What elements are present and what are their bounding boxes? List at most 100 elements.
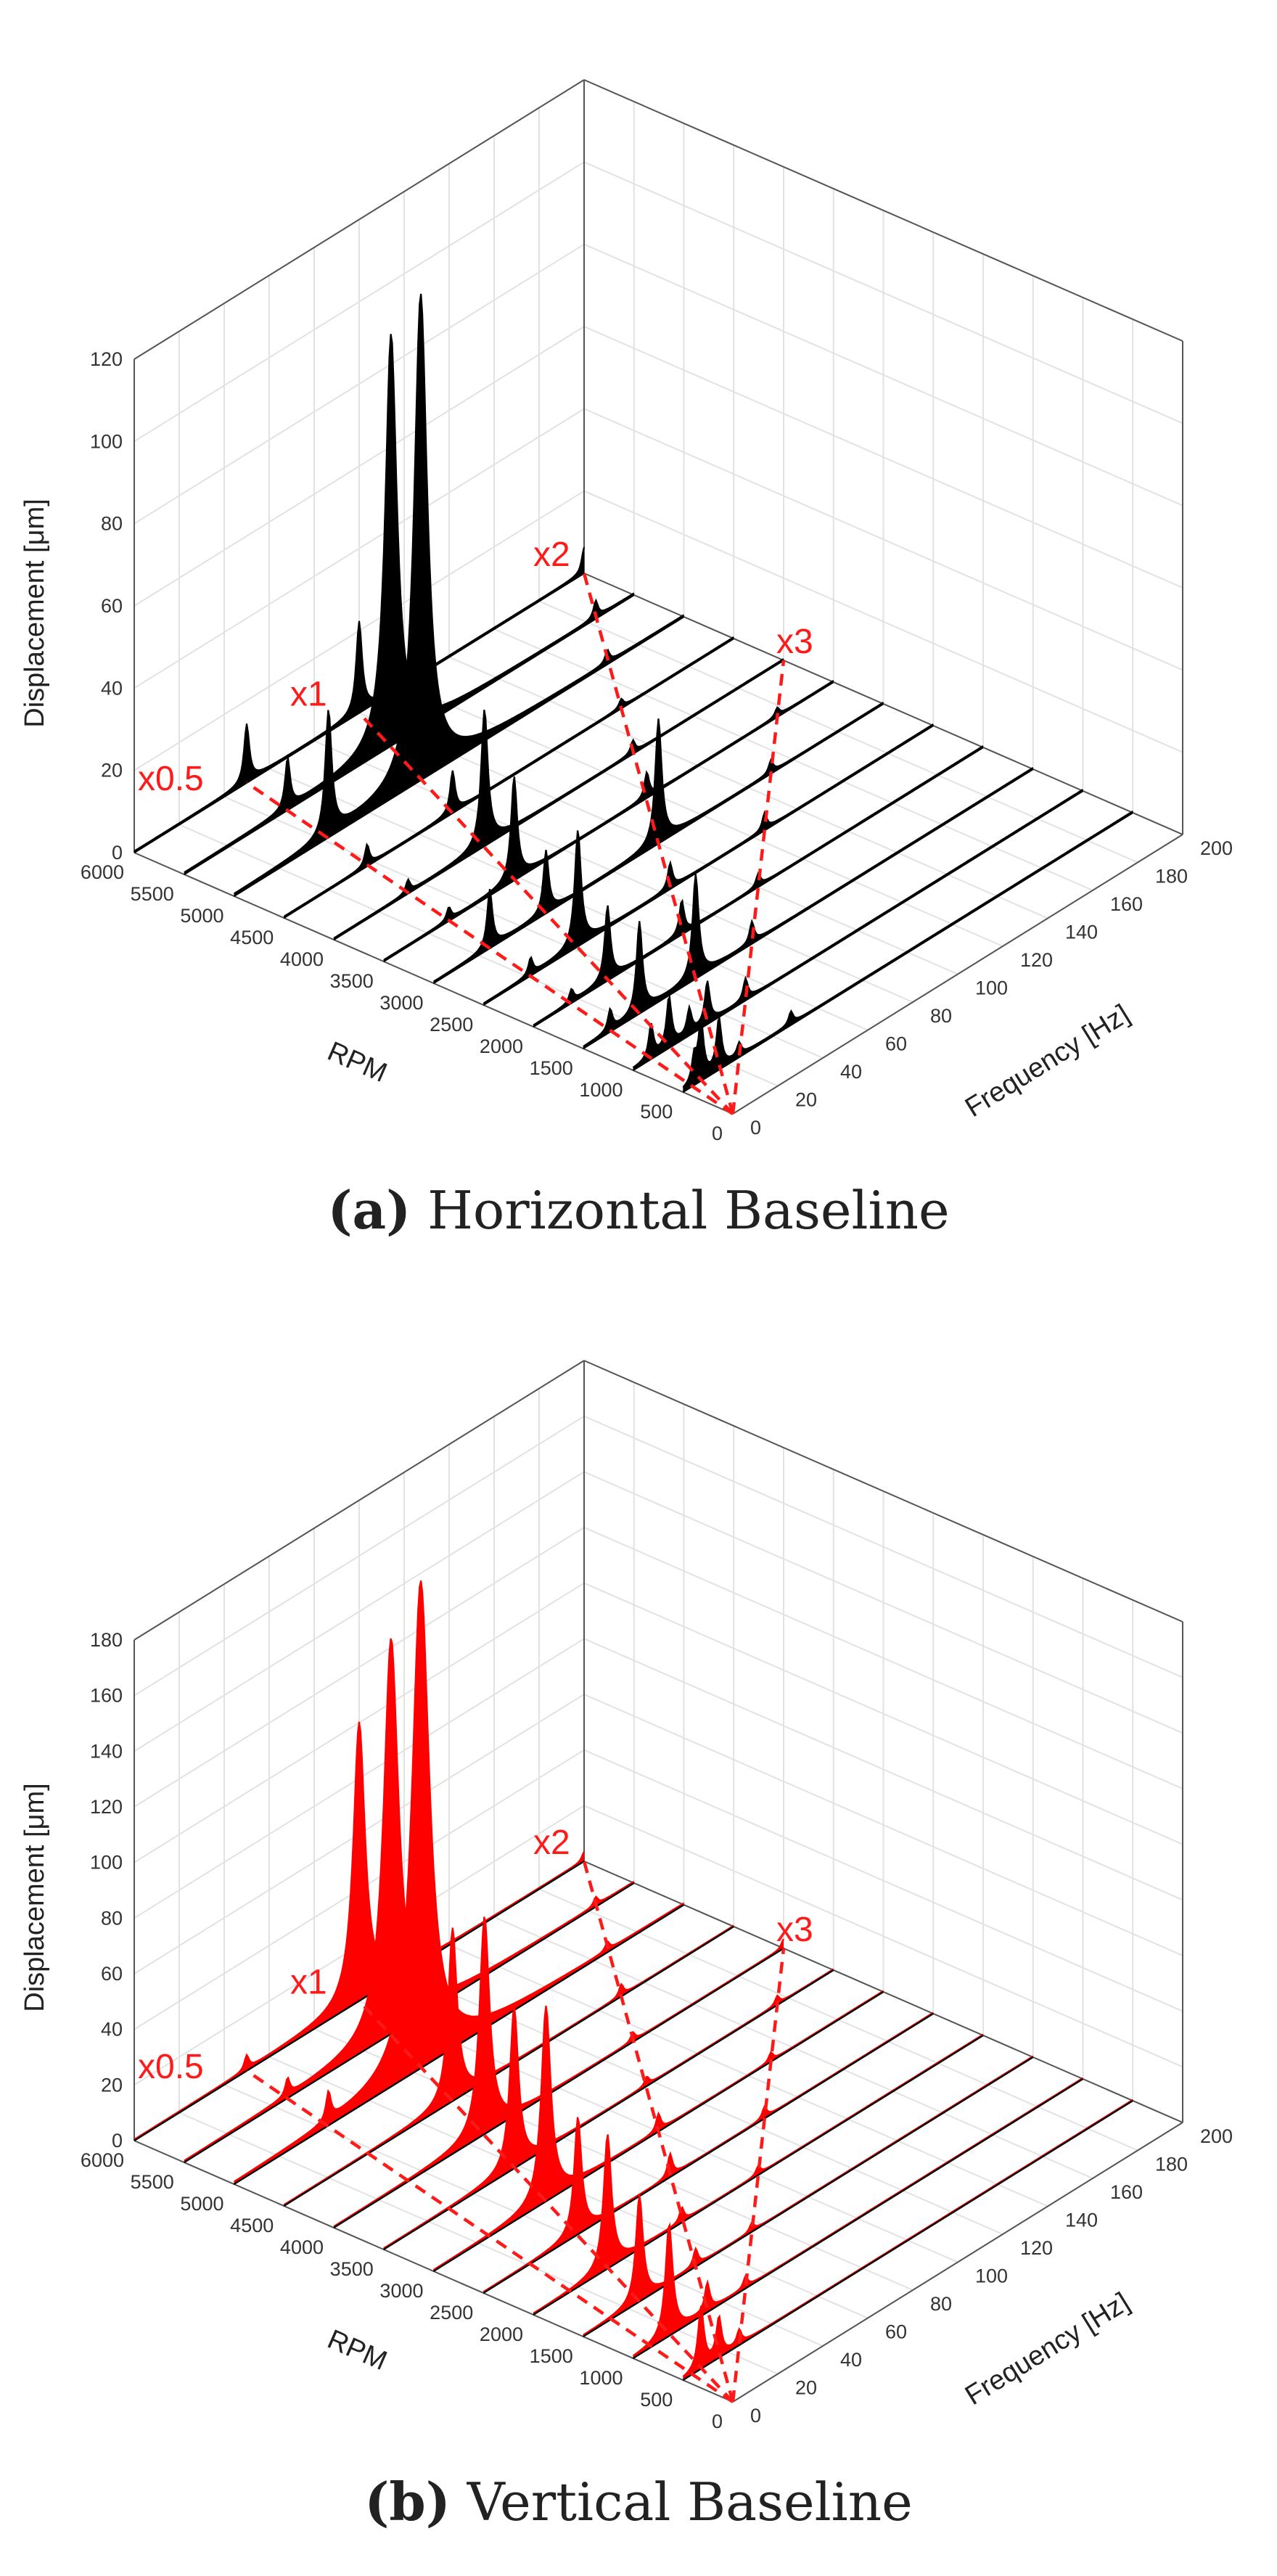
freq-tick-140: 140 <box>1065 2210 1098 2231</box>
caption-a-letter: (a) <box>327 1179 411 1241</box>
disp-tick-40: 40 <box>101 677 123 699</box>
spectrum-slice-line <box>283 1924 734 2206</box>
spectrum-slice-baseline <box>383 1969 834 2251</box>
spectrum-slice-line <box>383 680 834 961</box>
spectrum-slice-baseline <box>134 572 585 854</box>
freq-tick-100: 100 <box>975 2265 1008 2287</box>
rpm-tick-5000: 5000 <box>180 905 223 927</box>
axis-edge <box>134 1360 585 1641</box>
freq-tick-100: 100 <box>975 977 1008 999</box>
disp-tick-160: 160 <box>90 1685 123 1707</box>
spectrum-slice-fill <box>134 547 584 853</box>
order-line-x2 <box>582 573 735 1115</box>
freq-tick-160: 160 <box>1110 2181 1143 2203</box>
axis-edge <box>732 2122 1183 2403</box>
spectrum-slice-baseline <box>583 2056 1034 2338</box>
order-label-x0.5: x0.5 <box>138 760 204 798</box>
axis-edge <box>583 79 1183 342</box>
freq-tick-40: 40 <box>840 1061 862 1083</box>
freq-tick-200: 200 <box>1200 837 1233 859</box>
spectrum-slice-baseline <box>533 746 984 1028</box>
spectrum-slice-line <box>432 1990 884 2271</box>
order-label-x1: x1 <box>290 1964 327 2002</box>
freq-tick-120: 120 <box>1020 2237 1053 2259</box>
chart-panel-a: x0.5 x1 x2 x3 0 500 1000 1500 2000 2500 3000 3500 40… <box>0 79 1277 1241</box>
spectrum-slice-baseline <box>583 768 1034 1050</box>
rpm-tick-0: 0 <box>712 1123 723 1144</box>
freq-tick-180: 180 <box>1155 2154 1188 2175</box>
spectrum-slice-baseline <box>233 615 685 898</box>
rpm-tick-1000: 1000 <box>579 1079 623 1101</box>
spectrum-slice-line <box>134 1721 585 2141</box>
disp-tick-0: 0 <box>112 842 123 864</box>
waterfall-chart-b: x0.5x1x2x3050010001500200025003000350040… <box>20 1360 1233 2432</box>
caption-b-text: Vertical Baseline <box>467 2472 913 2532</box>
freq-tick-80: 80 <box>930 2293 952 2315</box>
disp-tick-20: 20 <box>101 760 123 782</box>
rpm-tick-2500: 2500 <box>430 1014 473 1035</box>
freq-tick-60: 60 <box>885 2321 907 2343</box>
spectrum-slice-line <box>184 334 635 874</box>
rpm-tick-4000: 4000 <box>280 2236 324 2258</box>
rpm-tick-3500: 3500 <box>330 2258 374 2280</box>
disp-tick-120: 120 <box>90 1796 123 1818</box>
disp-tick-80: 80 <box>101 513 123 535</box>
disp-tick-60: 60 <box>101 1963 123 1985</box>
displacement-axis-label: Displacement [μm] <box>20 499 50 727</box>
disp-tick-40: 40 <box>101 2019 123 2040</box>
displacement-axis-label: Displacement [μm] <box>20 1783 50 2011</box>
order-lines: x0.5 x1 x2 x3 <box>138 536 813 1115</box>
spectrum-slice-line <box>583 767 1034 1048</box>
spectrum-slice-line <box>134 546 586 852</box>
freq-tick-80: 80 <box>930 1005 952 1027</box>
spectrum-slice-baseline <box>283 1925 734 2207</box>
freq-tick-0: 0 <box>750 1117 761 1139</box>
rpm-tick-6000: 6000 <box>81 2149 124 2171</box>
tick-labels: 0500100015002000250030003500400045005000… <box>81 1629 1233 2432</box>
rpm-tick-5000: 5000 <box>180 2193 223 2215</box>
freq-tick-20: 20 <box>795 2377 817 2399</box>
rpm-tick-4000: 4000 <box>280 948 324 970</box>
axis-edge <box>583 1360 1183 1623</box>
caption-a: (a) Horizontal Baseline <box>0 1179 1277 1241</box>
spectrum-slice-baseline <box>483 724 934 1006</box>
rpm-tick-1000: 1000 <box>579 2367 623 2389</box>
disp-tick-100: 100 <box>90 430 123 452</box>
spectrum-slice-baseline <box>283 637 734 919</box>
caption-b: (b) Vertical Baseline <box>0 2471 1277 2532</box>
order-label-x2: x2 <box>533 1824 570 1862</box>
disp-tick-100: 100 <box>90 1852 123 1874</box>
spectrum-slice-line <box>333 1916 784 2228</box>
rpm-tick-2500: 2500 <box>430 2302 473 2323</box>
axis-labels: RPM Frequency [Hz] Displacement [μm] <box>20 499 1135 1123</box>
spectrum-slice-baseline <box>134 1860 585 2142</box>
rpm-tick-4500: 4500 <box>230 2215 274 2236</box>
disp-tick-140: 140 <box>90 1740 123 1762</box>
rpm-tick-3000: 3000 <box>379 992 423 1014</box>
rpm-tick-4500: 4500 <box>230 927 274 948</box>
rpm-tick-500: 500 <box>640 2389 673 2411</box>
chart-panel-b: x0.5 x1 x2 x3 0 500 1000 1500 2000 2500 3000 3500 40… <box>0 1288 1277 2576</box>
spectrum-slice-line <box>632 789 1084 1069</box>
freq-tick-40: 40 <box>840 2349 862 2371</box>
order-line-x2 <box>582 1861 735 2403</box>
rpm-axis-label: RPM <box>323 2324 391 2376</box>
rpm-tick-500: 500 <box>640 1101 673 1123</box>
freq-tick-160: 160 <box>1110 893 1143 915</box>
rpm-tick-1500: 1500 <box>530 2345 573 2367</box>
disp-tick-0: 0 <box>112 2130 123 2152</box>
rpm-tick-3500: 3500 <box>330 970 374 992</box>
rpm-tick-1500: 1500 <box>530 1057 573 1079</box>
order-label-x3: x3 <box>776 1911 813 1949</box>
order-label-x3: x3 <box>776 623 813 661</box>
spectrum-slice-line <box>233 1580 685 2183</box>
spectrum-slice-line <box>333 658 784 939</box>
tick-labels: 0500100015002000250030003500400045005000… <box>81 348 1233 1144</box>
order-line-x1 <box>358 1999 734 2403</box>
rpm-tick-5500: 5500 <box>131 2171 174 2193</box>
spectrum-slice-baseline <box>682 811 1133 1094</box>
order-line-x0.5 <box>245 781 734 1115</box>
spectrum-slice-line <box>682 811 1133 1088</box>
caption-a-text: Horizontal Baseline <box>427 1180 950 1241</box>
freq-tick-20: 20 <box>795 1089 817 1111</box>
